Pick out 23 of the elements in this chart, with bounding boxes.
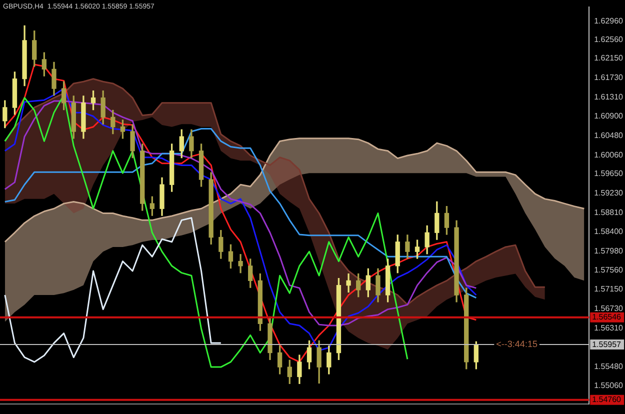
- y-tick-label: 1.60060: [594, 150, 624, 160]
- y-tick-label: 1.60900: [594, 111, 624, 120]
- y-tick-label: 1.55480: [594, 362, 624, 371]
- annotation: <--3:44:15: [496, 339, 538, 350]
- y-tick-label: 1.58400: [594, 226, 624, 236]
- y-tick-label: 1.59230: [594, 188, 624, 198]
- y-tick-label: 1.56310: [594, 323, 624, 332]
- y-tick-label: 1.56730: [594, 304, 624, 314]
- y-tick-label: 1.55060: [594, 381, 624, 390]
- ref-line-label: 1.55957: [592, 340, 622, 349]
- y-tick-label: 1.57150: [594, 284, 624, 294]
- y-tick-label: 1.62560: [594, 34, 624, 44]
- y-tick-label: 1.59650: [594, 169, 624, 178]
- y-tick-label: 1.57980: [594, 246, 624, 256]
- y-tick-label: 1.62960: [594, 16, 624, 26]
- y-tick-label: 1.57560: [594, 266, 624, 275]
- ref-line-label: 1.56546: [592, 312, 622, 322]
- y-tick-label: 1.58810: [594, 208, 624, 217]
- y-tick-label: 1.61310: [594, 92, 624, 102]
- y-tick-label: 1.60480: [594, 130, 624, 140]
- y-tick-label: 1.62150: [594, 54, 624, 63]
- ref-line-label: 1.54760: [592, 395, 622, 404]
- y-tick-label: 1.61730: [594, 73, 624, 82]
